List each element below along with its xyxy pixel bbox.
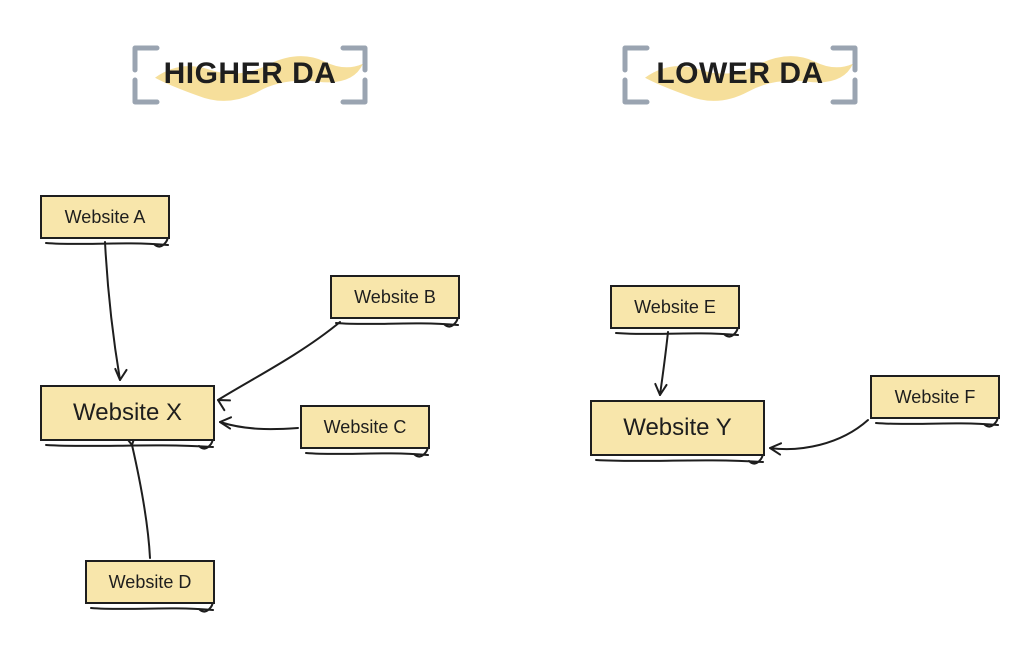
arrowhead-icon [115, 369, 126, 380]
arrowhead-icon [655, 384, 666, 395]
edge-b-x [218, 322, 340, 400]
edge-f-y [770, 420, 868, 449]
node-y: Website Y [590, 400, 765, 456]
edge-c-x [220, 422, 298, 429]
node-c: Website C [300, 405, 430, 449]
node-e: Website E [610, 285, 740, 329]
arrowhead-icon [218, 400, 230, 410]
edge-a-x [105, 242, 120, 380]
node-x: Website X [40, 385, 215, 441]
edge-d-x [132, 445, 150, 558]
diagram-stage: HIGHER DA LOWER DA Website A Website B Websi… [0, 0, 1024, 658]
node-a: Website A [40, 195, 170, 239]
edge-e-y [660, 332, 668, 395]
arrowhead-icon [220, 417, 231, 428]
node-f: Website F [870, 375, 1000, 419]
node-d: Website D [85, 560, 215, 604]
node-b: Website B [330, 275, 460, 319]
arrowhead-icon [770, 443, 781, 454]
header-higher: HIGHER DA [135, 57, 365, 91]
header-lower: LOWER DA [625, 57, 855, 91]
